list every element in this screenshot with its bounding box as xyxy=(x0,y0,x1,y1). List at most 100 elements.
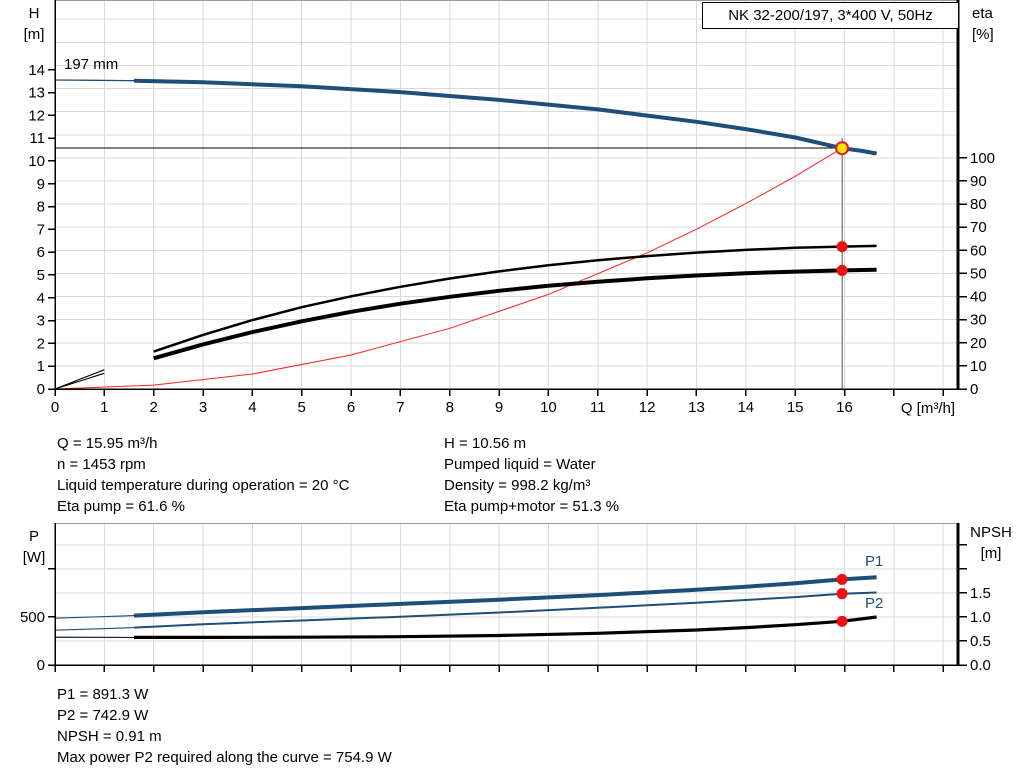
bottom-tick-label: 16 xyxy=(836,399,853,416)
left-tick-label: 4 xyxy=(37,290,45,307)
right-tick-label: 40 xyxy=(970,289,987,306)
curve-p1-power xyxy=(133,575,877,618)
right-tick-label: 0 xyxy=(970,381,978,398)
curve-eta-pump-motor-thin xyxy=(54,372,105,390)
curve-p2-power xyxy=(133,591,877,629)
curve-system-curve xyxy=(54,147,843,390)
pump-title-box: NK 32-200/197, 3*400 V, 50Hz xyxy=(702,2,959,29)
bottom-tick-label: 6 xyxy=(347,399,355,416)
curve-p1-power-thin xyxy=(54,615,135,619)
left-tick-label: 5 xyxy=(37,267,45,284)
bottom-tick-label: 2 xyxy=(150,399,158,416)
power-info-block: P1 = 891.3 W P2 = 742.9 W NPSH = 0.91 m … xyxy=(57,684,392,768)
bottom-tick-label: 8 xyxy=(446,399,454,416)
curve-head-197mm-thin xyxy=(54,79,135,82)
left-tick-label: 1 xyxy=(37,358,45,375)
bottom-tick-label: 5 xyxy=(298,399,306,416)
curve-eta-pump-motor xyxy=(153,267,877,361)
info-eta-pump: Eta pump = 61.6 % xyxy=(57,498,185,515)
info-npsh: NPSH = 0.91 m xyxy=(57,728,162,745)
right-tick-label: 0.5 xyxy=(970,633,991,650)
p1-curve-label: P1 xyxy=(865,553,884,570)
duty-info-right: H = 10.56 m Pumped liquid = Water Densit… xyxy=(444,433,619,517)
npsh-axis-title-unit: [m] xyxy=(980,545,1002,562)
right-tick-label: 100 xyxy=(970,150,995,167)
left-tick-label: 11 xyxy=(29,130,45,147)
right-tick-label: 50 xyxy=(970,265,987,282)
left-tick-label: 7 xyxy=(37,221,45,238)
right-tick-label: 30 xyxy=(970,312,987,329)
duty-value-dot xyxy=(836,241,848,253)
info-n: n = 1453 rpm xyxy=(57,456,146,473)
p-axis-title-unit: [W] xyxy=(22,549,46,566)
right-tick-label: 10 xyxy=(970,358,987,375)
h-axis-title-unit: [m] xyxy=(23,26,45,43)
bottom-tick-label: 3 xyxy=(199,399,207,416)
right-tick-label: 1.5 xyxy=(970,585,991,602)
bottom-tick-label: 1 xyxy=(100,399,108,416)
h-axis-title: H [m] xyxy=(18,3,50,45)
bottom-tick-label: 0 xyxy=(51,399,59,416)
bottom-tick-label: 7 xyxy=(396,399,404,416)
duty-value-dot xyxy=(836,615,848,627)
info-density: Density = 998.2 kg/m³ xyxy=(444,477,591,494)
curve-eta-pump xyxy=(153,244,877,353)
info-p2: P2 = 742.9 W xyxy=(57,707,149,724)
power-npsh-chart: 0 500 0.0 0.5 1.0 1.5 xyxy=(20,523,991,674)
duty-value-dot xyxy=(836,264,848,276)
left-tick-label: 2 xyxy=(37,335,45,352)
right-tick-label: 60 xyxy=(970,242,987,259)
right-tick-label: 0.0 xyxy=(970,657,991,674)
left-tick-label: 14 xyxy=(28,62,45,79)
npsh-axis-title-symbol: NPSH xyxy=(970,524,1012,541)
curve-p2-power-thin xyxy=(54,627,135,631)
p-axis-title-symbol: P xyxy=(28,528,39,545)
left-tick-label: 10 xyxy=(28,153,45,170)
impeller-diameter-label: 197 mm xyxy=(64,56,119,73)
bottom-tick-label: 9 xyxy=(495,399,503,416)
duty-value-dot xyxy=(836,588,848,600)
info-q: Q = 15.95 m³/h xyxy=(57,435,158,452)
qh-eta-chart: 0123456789101112131401020304050607080901… xyxy=(28,0,995,416)
q-axis-title: Q [m³/h] xyxy=(900,400,955,417)
left-tick-label: 0 xyxy=(37,657,45,674)
left-tick-label: 3 xyxy=(37,313,45,330)
bottom-tick-label: 13 xyxy=(688,399,705,416)
curve-npsh-curve xyxy=(134,615,877,640)
duty-value-dot xyxy=(836,573,848,585)
p2-curve-label: P2 xyxy=(865,595,884,612)
bottom-tick-label: 12 xyxy=(639,399,656,416)
right-tick-label: 1.0 xyxy=(970,609,991,626)
left-tick-label: 12 xyxy=(28,107,45,124)
eta-axis-title-symbol: eta xyxy=(972,5,993,22)
info-pumped-liquid: Pumped liquid = Water xyxy=(444,456,596,473)
left-tick-label: 9 xyxy=(37,176,45,193)
bottom-tick-label: 4 xyxy=(248,399,256,416)
eta-axis-title-unit: [%] xyxy=(972,26,994,43)
right-tick-label: 70 xyxy=(970,219,987,236)
npsh-axis-title: NPSH [m] xyxy=(962,522,1020,564)
p-axis-title: P [W] xyxy=(18,526,50,568)
info-liquid-temp: Liquid temperature during operation = 20… xyxy=(57,477,350,494)
bottom-tick-label: 14 xyxy=(737,399,754,416)
left-tick-label: 6 xyxy=(37,244,45,261)
info-max-p2: Max power P2 required along the curve = … xyxy=(57,749,392,766)
duty-info-left: Q = 15.95 m³/h n = 1453 rpm Liquid tempe… xyxy=(57,433,349,517)
left-tick-label: 500 xyxy=(20,609,45,626)
eta-axis-title: eta [%] xyxy=(972,3,1016,45)
bottom-tick-label: 15 xyxy=(787,399,804,416)
info-p1: P1 = 891.3 W xyxy=(57,686,149,703)
right-tick-label: 80 xyxy=(970,196,987,213)
duty-point-marker xyxy=(835,141,850,156)
bottom-tick-label: 10 xyxy=(540,399,557,416)
left-tick-label: 8 xyxy=(37,199,45,216)
info-eta-pump-motor: Eta pump+motor = 51.3 % xyxy=(444,498,620,515)
right-tick-label: 20 xyxy=(970,335,987,352)
h-axis-title-symbol: H xyxy=(28,5,40,22)
left-tick-label: 0 xyxy=(37,381,45,398)
bottom-tick-label: 11 xyxy=(590,399,606,416)
left-tick-label: 13 xyxy=(28,85,45,102)
curve-eta-pump-thin xyxy=(54,369,105,390)
